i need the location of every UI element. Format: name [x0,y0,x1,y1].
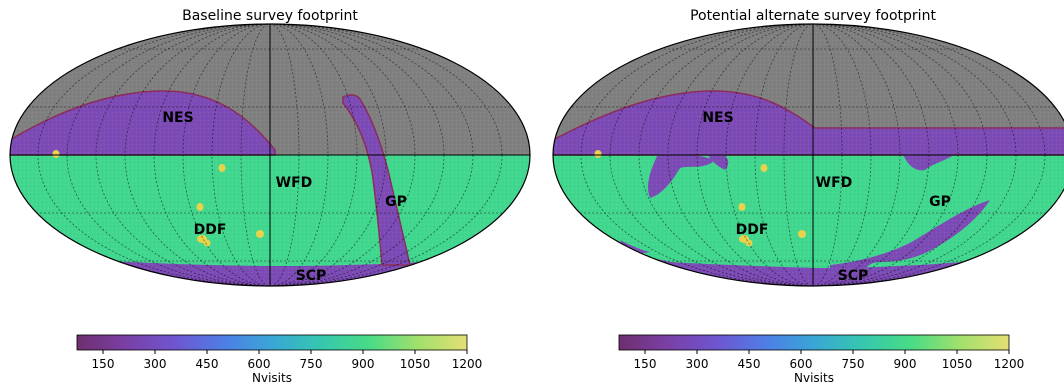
label-scp: SCP [838,268,869,284]
colorbar-ticks: 150 300 450 600 750 900 1050 1200 [92,350,483,371]
colorbar-tick-label: 450 [196,357,219,371]
colorbar-label: Nvisits [252,371,292,385]
colorbar-tick-label: 1200 [994,357,1025,371]
colorbar-tick-label: 150 [92,357,115,371]
colorbar-gradient [76,334,468,351]
label-scp: SCP [296,268,327,284]
colorbar-tick-label: 1050 [942,357,973,371]
colorbar-tick-label: 300 [144,357,167,371]
panel-title: Potential alternate survey footprint [690,8,936,24]
map-outline [9,23,531,287]
label-nes: NES [702,110,733,126]
label-wfd: WFD [816,175,853,191]
label-nes: NES [162,110,193,126]
panel-baseline: Baseline survey footprint [9,8,531,287]
colorbar-label: Nvisits [794,371,834,385]
colorbar-tick-label: 150 [634,357,657,371]
label-gp: GP [929,194,951,210]
panel-alternate: Potential alternate survey footprint [552,8,1064,287]
colorbar-tick-label: 300 [686,357,709,371]
colorbar-tick-label: 1200 [452,357,483,371]
colorbar-tick-label: 600 [790,357,813,371]
label-ddf: DDF [736,222,769,238]
sky-map [10,24,530,286]
colorbar-tick-label: 750 [300,357,323,371]
label-wfd: WFD [276,175,313,191]
colorbar-right: 150 300 450 600 750 900 1050 1200 Nvisits [618,334,1025,385]
colorbar-tick-label: 750 [842,357,865,371]
colorbar-tick-label: 600 [248,357,271,371]
label-gp: GP [385,194,407,210]
colorbar-tick-label: 900 [894,357,917,371]
map-outline [552,23,1064,287]
panel-title: Baseline survey footprint [182,8,358,24]
label-ddf: DDF [194,222,227,238]
texture [553,24,1064,286]
colorbar-tick-label: 900 [352,357,375,371]
colorbar-tick-label: 450 [738,357,761,371]
sky-map [553,24,1064,286]
colorbar-ticks: 150 300 450 600 750 900 1050 1200 [634,350,1025,371]
colorbar-gradient [618,334,1010,351]
colorbar-left: 150 300 450 600 750 900 1050 1200 Nvisits [76,334,483,385]
colorbar-tick-label: 1050 [400,357,431,371]
